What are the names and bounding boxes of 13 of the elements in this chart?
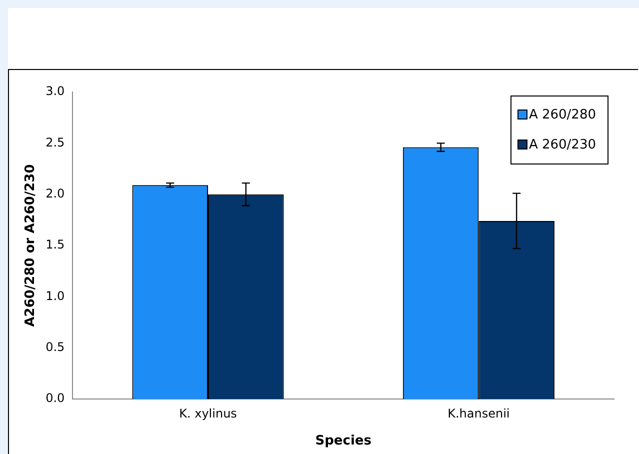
y-tick-label: 0.5 [46,340,65,354]
y-axis-title: A260/280 or A260/230 [23,164,38,327]
y-tick-label: 0.0 [46,391,65,406]
y-tick-label: 1.5 [46,238,65,252]
y-tick-label: 1.0 [46,288,65,303]
x-tick-label: K.hansenii [448,406,510,420]
legend-label: A 260/280 [528,107,596,122]
y-tick-label: 2.0 [46,186,65,200]
legend-label: A 260/230 [528,137,596,152]
y-tick-label: 2.5 [46,135,65,150]
x-tick-label: K. xylinus [179,406,237,420]
y-tick-label: 3.0 [46,84,65,98]
x-axis-title: Species [315,434,372,449]
